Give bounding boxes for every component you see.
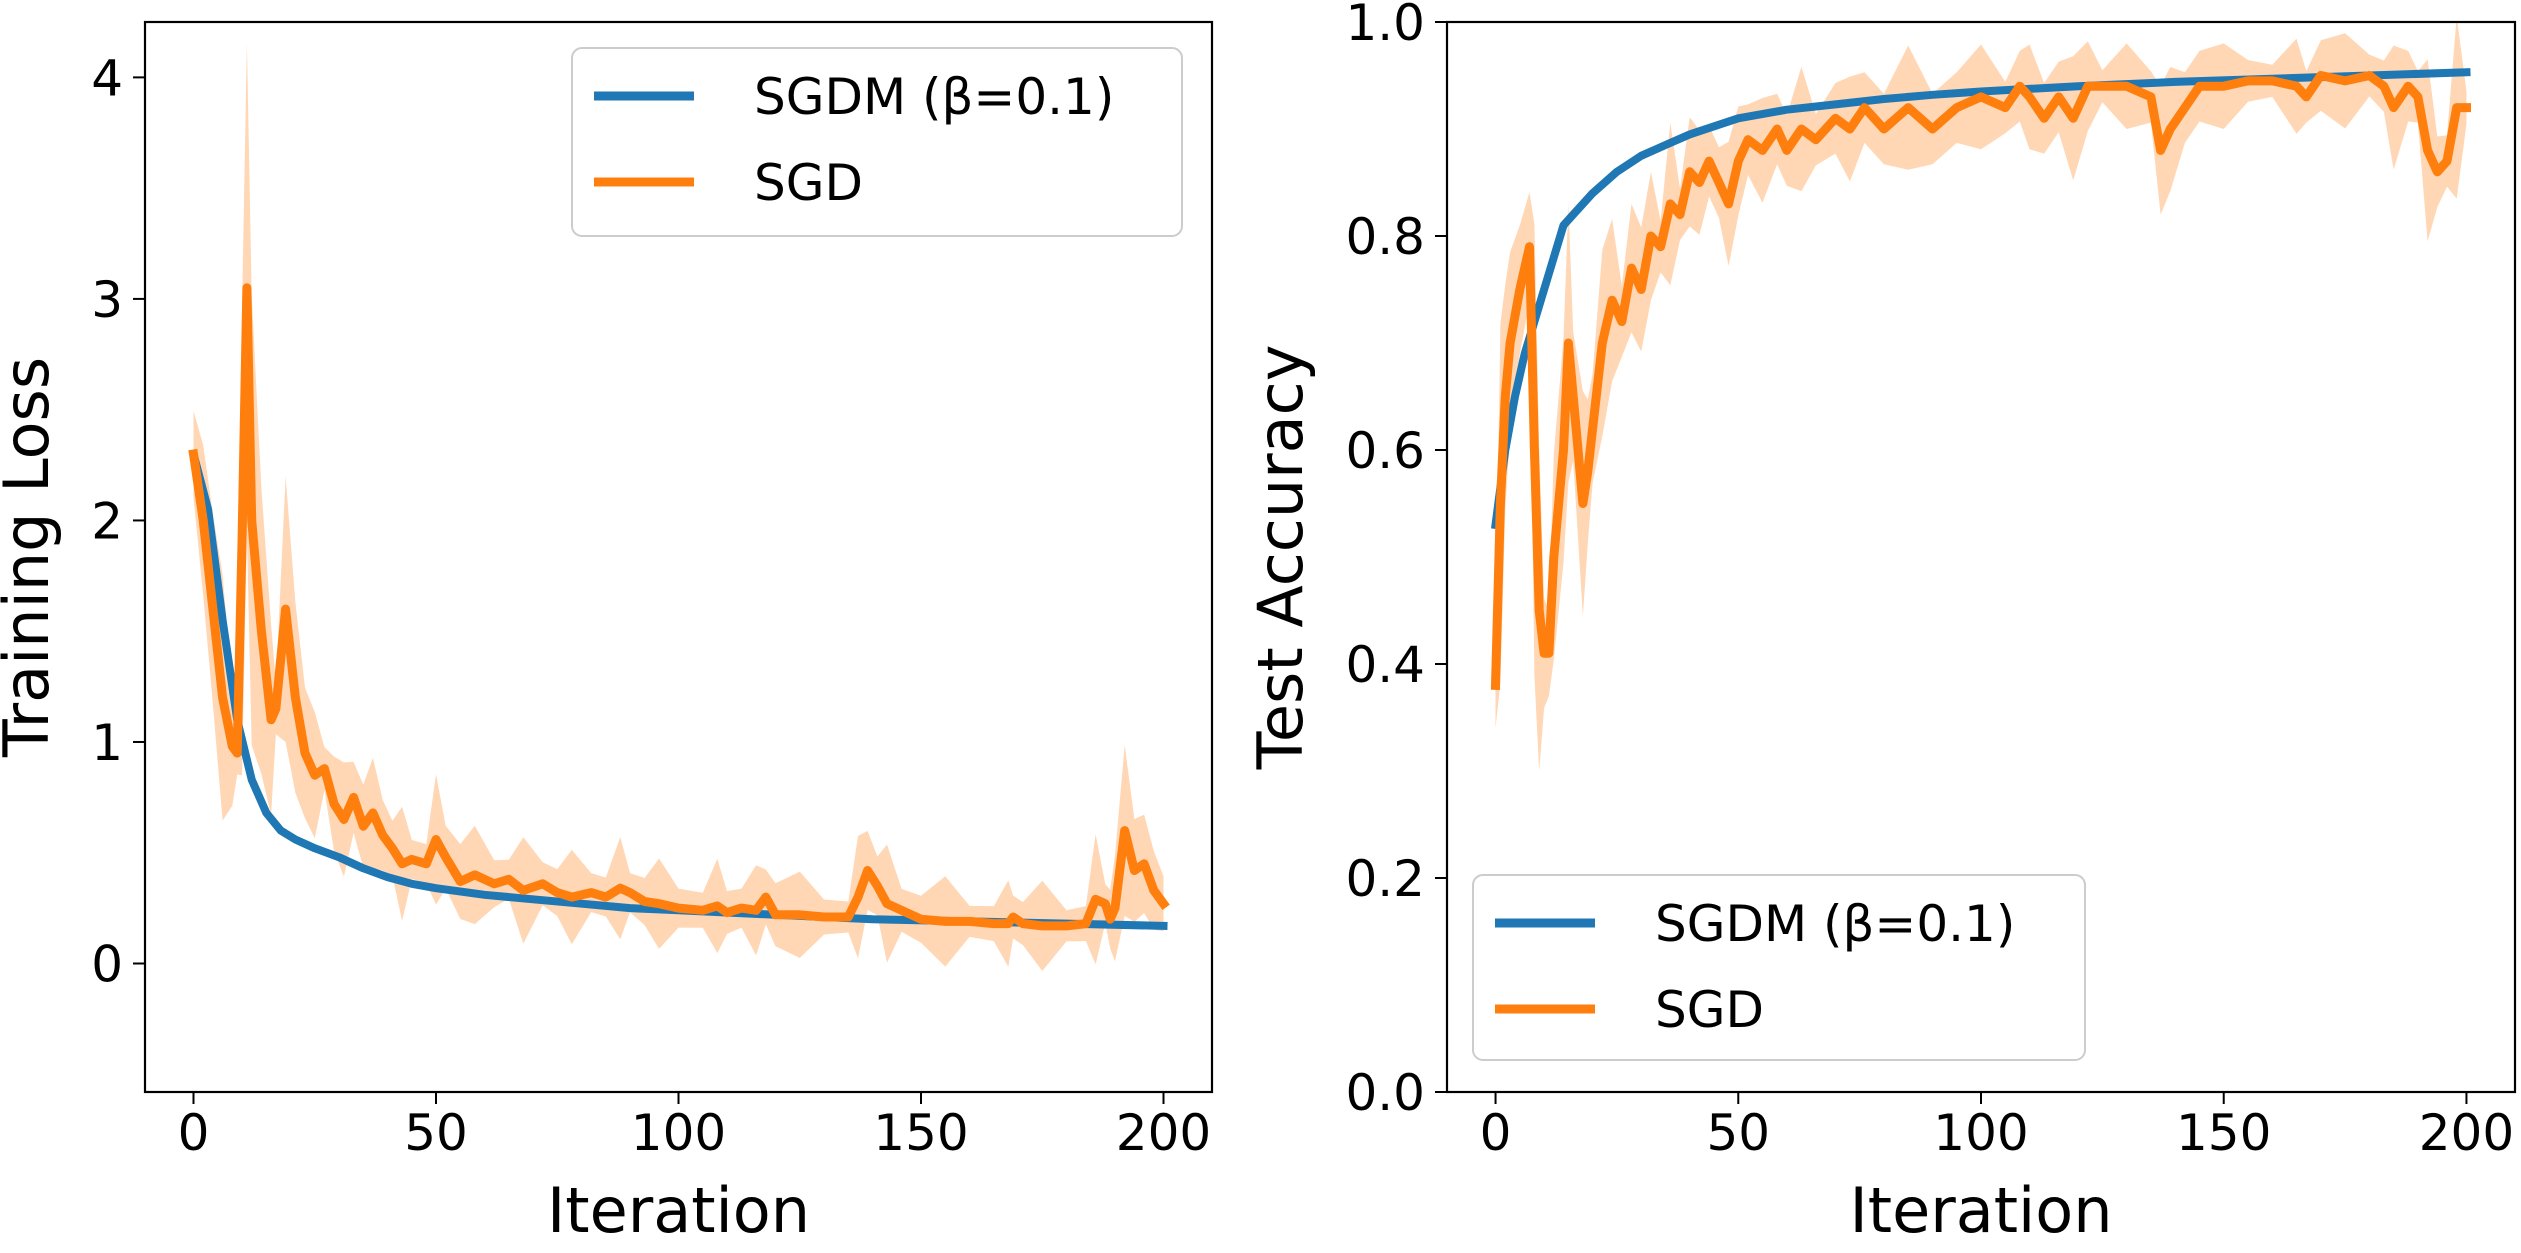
x-tick-label: 0 [1480,1104,1512,1162]
y-tick-label: 1 [91,714,123,772]
legend-label-sgdm: SGDM (β=0.1) [754,68,1114,126]
legend: SGDM (β=0.1) SGD [571,47,1183,237]
y-tick-label: 0.8 [1345,208,1425,266]
y-tick-label: 2 [91,492,123,550]
legend-box [571,47,1183,237]
x-axis-label: Iteration [1850,1174,2113,1247]
y-tick-label: 3 [91,271,123,329]
x-tick-label: 100 [1933,1104,2028,1162]
series-line-sgdm [188,449,1168,930]
y-tick-label: 0.0 [1345,1064,1425,1122]
x-tick-label: 200 [1116,1104,1211,1162]
y-tick-label: 0.4 [1345,636,1425,694]
legend-box [1472,874,2086,1061]
x-axis-label: Iteration [547,1174,810,1247]
x-tick-label: 150 [873,1104,968,1162]
y-axis-label: Training Loss [0,357,63,758]
x-tick-label: 150 [2176,1104,2271,1162]
x-tick-label: 50 [1706,1104,1770,1162]
x-tick-label: 100 [631,1104,726,1162]
legend-label-sgd: SGD [754,154,863,212]
sgd-variance-band [1495,22,2467,771]
y-tick-label: 4 [91,49,123,107]
legend-label-sgd: SGD [1655,981,1764,1039]
plot-area [1490,22,2471,771]
y-tick-label: 0.6 [1345,422,1425,480]
series-line-sgd [1490,71,2471,691]
y-tick-label: 1.0 [1345,0,1425,52]
series-line-sgd [188,283,1170,931]
x-tick-label: 0 [178,1104,210,1162]
x-tick-label: 50 [404,1104,468,1162]
plot-area [188,43,1170,971]
legend: SGDM (β=0.1) SGD [1472,874,2086,1061]
y-tick-label: 0.2 [1345,850,1425,908]
x-tick-label: 200 [2419,1104,2514,1162]
legend-label-sgdm: SGDM (β=0.1) [1655,895,2015,953]
y-tick-label: 0 [91,936,123,994]
training-loss-panel: 0 50 100 150 200 0 1 2 3 4 Iteration Training Loss S… [0,20,1214,1247]
test-accuracy-panel: 0 50 100 150 200 0.0 0.2 0.4 0.6 0.8 1.0 Iteration T… [1244,0,2517,1247]
y-axis-label: Test Accuracy [1244,345,1317,771]
